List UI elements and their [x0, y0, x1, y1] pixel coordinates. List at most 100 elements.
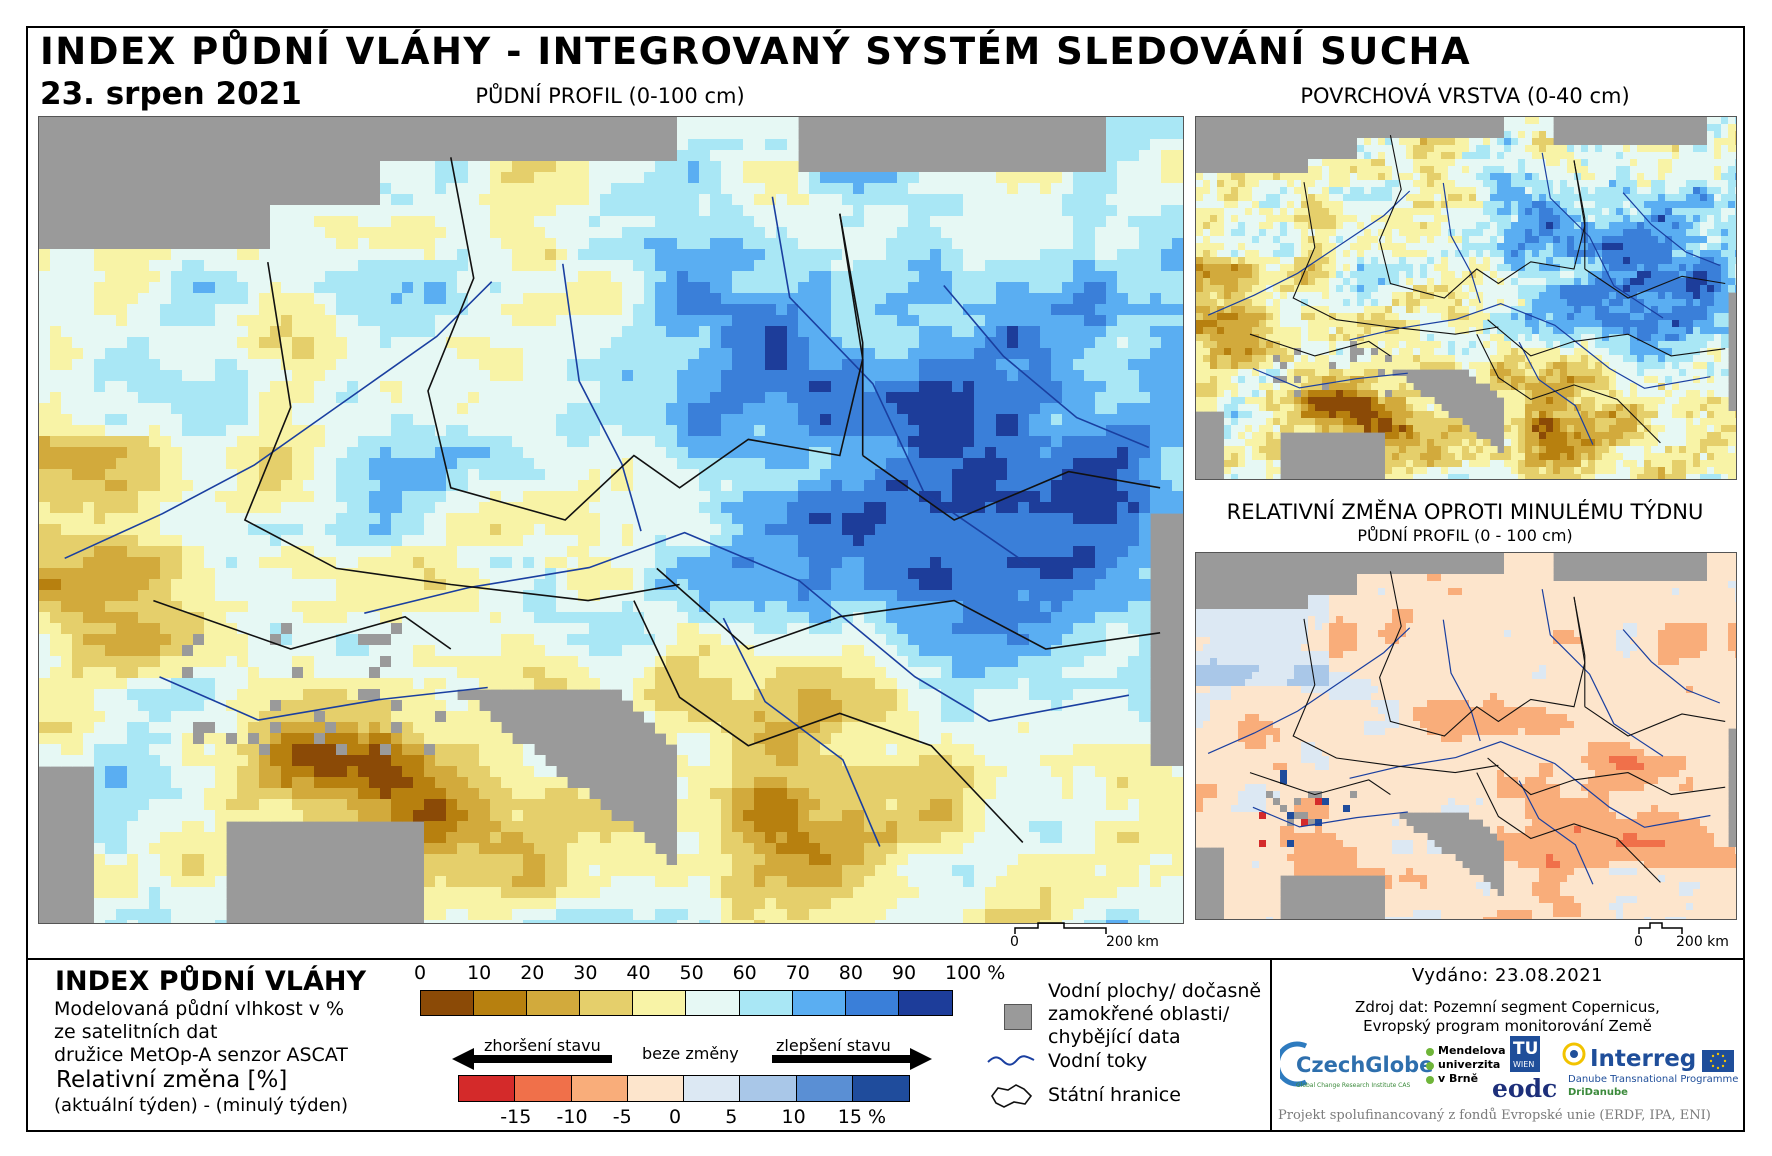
river-line: [1349, 303, 1711, 389]
scalebar-icon: [1014, 922, 1107, 934]
dridanube-label: DriDanube: [1568, 1087, 1628, 1098]
credits-divider: [1270, 958, 1272, 1132]
change-swatch: [627, 1076, 684, 1101]
state-border: [1249, 333, 1391, 357]
surface-panel-title: POVRCHOVÁ VRSTVA (0-40 cm): [1300, 84, 1630, 108]
eodc-logo[interactable]: eodc: [1492, 1074, 1558, 1103]
river-line: [1518, 780, 1594, 885]
river-line: [1622, 629, 1721, 704]
interreg-logo[interactable]: Interreg: [1590, 1046, 1697, 1072]
worse-label: zhoršení stavu: [484, 1036, 601, 1055]
river-line: [1349, 741, 1711, 828]
river-line: [943, 284, 1150, 449]
river-line: [562, 263, 642, 532]
moisture-swatch: [633, 991, 687, 1015]
state-border: [1584, 268, 1726, 299]
moisture-swatch: [686, 991, 740, 1015]
relative-change-map[interactable]: [1195, 552, 1737, 920]
river-line: [159, 676, 488, 721]
river-line: [64, 281, 493, 560]
state-border: [153, 599, 452, 650]
moisture-raster: [1196, 117, 1736, 479]
scalebar-label: 200 km: [1676, 934, 1729, 950]
state-border: [1487, 757, 1726, 796]
state-border: [427, 157, 864, 521]
state-border: [633, 600, 1024, 843]
change-swatch: [684, 1076, 741, 1101]
state-border: [1292, 182, 1499, 335]
page-title: INDEX PŮDNÍ VLÁHY - INTEGROVANÝ SYSTÉM S…: [40, 30, 1472, 73]
rivers-label: Vodní toky: [1048, 1050, 1148, 1072]
change-tick: -5: [612, 1106, 632, 1128]
main-soil-moisture-map[interactable]: [38, 116, 1184, 924]
water-label-line-2: zamokřené oblasti/: [1048, 1003, 1230, 1025]
tu-wien-logo[interactable]: TU WIEN: [1510, 1036, 1540, 1072]
mendel-logo-icon: [1426, 1048, 1434, 1084]
water-label-line-1: Vodní plochy/ dočasně: [1048, 980, 1262, 1002]
moisture-tick: 20: [520, 962, 545, 984]
mendel-logo[interactable]: Mendelova univerzita v Brně: [1438, 1044, 1506, 1086]
issue-date-heading: 23. srpen 2021: [40, 76, 302, 112]
state-border: [243, 261, 680, 602]
change-tick: 15 %: [837, 1106, 887, 1128]
change-tick: 5: [725, 1106, 738, 1128]
scalebar-label: 200 km: [1106, 934, 1159, 950]
moisture-swatch: [845, 991, 899, 1015]
issued-date: Vydáno: 23.08.2021: [1411, 965, 1604, 986]
state-border: [1573, 596, 1586, 707]
change-panel-title: RELATIVNÍ ZMĚNA OPROTI MINULÉMU TÝDNU: [1226, 500, 1704, 524]
moisture-tick: 90: [891, 962, 917, 984]
state-border: [1476, 333, 1661, 444]
mendel-line-3: v Brně: [1438, 1072, 1479, 1085]
moisture-swatch: [474, 991, 528, 1015]
moisture-tick: 50: [679, 962, 704, 984]
relative-change-title: Relativní změna [%]: [56, 1067, 288, 1093]
moisture-colorbar: [420, 990, 953, 1016]
river-line: [1442, 182, 1481, 304]
change-swatch: [515, 1076, 572, 1101]
river-line: [1207, 627, 1411, 754]
source-line-2: Evropský program monitorování Země: [1363, 1017, 1652, 1035]
river-line: [364, 531, 1130, 722]
state-border: [1379, 571, 1586, 737]
main-panel-title: PŮDNÍ PROFIL (0-100 cm): [475, 84, 745, 108]
missing-data-swatch: [1004, 1004, 1032, 1030]
water-bodies-label: Vodní plochy/ dočasně zamokřené oblasti/…: [1048, 980, 1261, 1049]
tu-logo-text: TU: [1513, 1039, 1539, 1059]
mendel-line-1: Mendelova: [1438, 1044, 1506, 1057]
border-icon: [991, 1084, 1033, 1108]
no-change-label: beze změny: [642, 1044, 739, 1063]
czechglobe-logo[interactable]: CzechGlobe: [1296, 1053, 1434, 1077]
better-label: zlepšení stavu: [776, 1036, 891, 1055]
state-border: [1249, 772, 1391, 796]
river-line: [1518, 341, 1594, 445]
legend-line-3: družice MetOp-A senzor ASCAT: [54, 1044, 348, 1066]
scalebar-icon: [1638, 922, 1683, 934]
relative-change-subtitle: (aktuální týden) - (minulý týden): [54, 1095, 349, 1116]
state-border: [1487, 319, 1726, 357]
state-border: [1584, 706, 1726, 737]
state-border: [1292, 618, 1499, 774]
data-source: Zdroj dat: Pozemní segment Copernicus, E…: [1270, 998, 1745, 1036]
change-swatch: [796, 1076, 853, 1101]
moisture-tick: 30: [573, 962, 598, 984]
change-tick: -10: [556, 1106, 588, 1128]
change-colorbar: [458, 1075, 910, 1102]
water-label-line-3: chybějící data: [1048, 1026, 1181, 1048]
state-border: [656, 567, 1161, 650]
river-line: [771, 196, 1029, 566]
surface-layer-map[interactable]: [1195, 116, 1737, 480]
moisture-swatch: [898, 991, 952, 1015]
state-border: [1379, 134, 1586, 299]
moisture-tick: 70: [785, 962, 810, 984]
interreg-logo-icon: [1562, 1042, 1586, 1066]
legend-line-2: ze satelitních dat: [54, 1021, 218, 1043]
moisture-tick: 0: [414, 962, 427, 984]
change-swatch: [740, 1076, 797, 1101]
source-line-1: Zdroj dat: Pozemní segment Copernicus,: [1355, 998, 1660, 1016]
change-tick: -15: [500, 1106, 532, 1128]
moisture-tick: 10: [467, 962, 492, 984]
river-line: [1442, 619, 1481, 742]
change-swatch: [852, 1076, 909, 1101]
moisture-swatch: [527, 991, 581, 1015]
